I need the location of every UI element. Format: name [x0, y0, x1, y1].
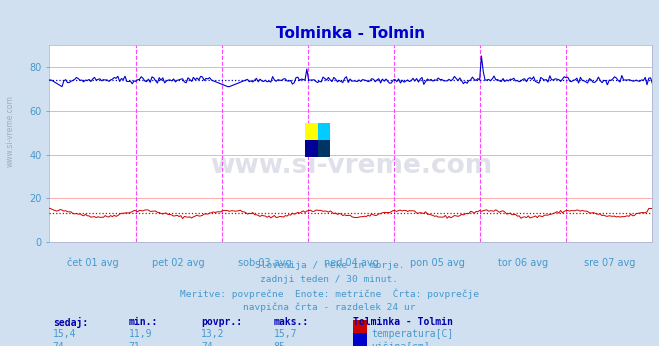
Text: www.si-vreme.com: www.si-vreme.com — [210, 153, 492, 179]
Text: temperatura[C]: temperatura[C] — [371, 329, 453, 339]
Text: 85: 85 — [273, 342, 285, 346]
Bar — [318, 140, 330, 157]
Text: maks.:: maks.: — [273, 317, 308, 327]
Text: Slovenija / reke in morje.: Slovenija / reke in morje. — [255, 261, 404, 270]
Text: 71: 71 — [129, 342, 140, 346]
Text: 15,4: 15,4 — [53, 329, 76, 339]
Text: tor 06 avg: tor 06 avg — [498, 257, 548, 267]
Text: sedaj:: sedaj: — [53, 317, 88, 328]
Bar — [305, 123, 318, 140]
Text: sre 07 avg: sre 07 avg — [584, 257, 635, 267]
Text: čet 01 avg: čet 01 avg — [67, 257, 119, 268]
Text: 15,7: 15,7 — [273, 329, 297, 339]
Title: Tolminka - Tolmin: Tolminka - Tolmin — [276, 26, 426, 41]
Text: višina[cm]: višina[cm] — [371, 342, 430, 346]
Text: ned 04 avg: ned 04 avg — [324, 257, 378, 267]
Text: Meritve: povprečne  Enote: metrične  Črta: povprečje: Meritve: povprečne Enote: metrične Črta:… — [180, 289, 479, 299]
Text: pon 05 avg: pon 05 avg — [410, 257, 465, 267]
Text: Tolminka - Tolmin: Tolminka - Tolmin — [353, 317, 453, 327]
Text: povpr.:: povpr.: — [201, 317, 242, 327]
Text: sob 03 avg: sob 03 avg — [238, 257, 291, 267]
Text: zadnji teden / 30 minut.: zadnji teden / 30 minut. — [260, 275, 399, 284]
Text: navpična črta - razdelek 24 ur: navpična črta - razdelek 24 ur — [243, 303, 416, 312]
Bar — [318, 123, 330, 140]
Text: 74: 74 — [201, 342, 213, 346]
Bar — [305, 140, 318, 157]
Text: 74: 74 — [53, 342, 65, 346]
Text: 13,2: 13,2 — [201, 329, 225, 339]
Text: 11,9: 11,9 — [129, 329, 152, 339]
Text: pet 02 avg: pet 02 avg — [152, 257, 205, 267]
Text: www.si-vreme.com: www.si-vreme.com — [5, 95, 14, 167]
Text: min.:: min.: — [129, 317, 158, 327]
